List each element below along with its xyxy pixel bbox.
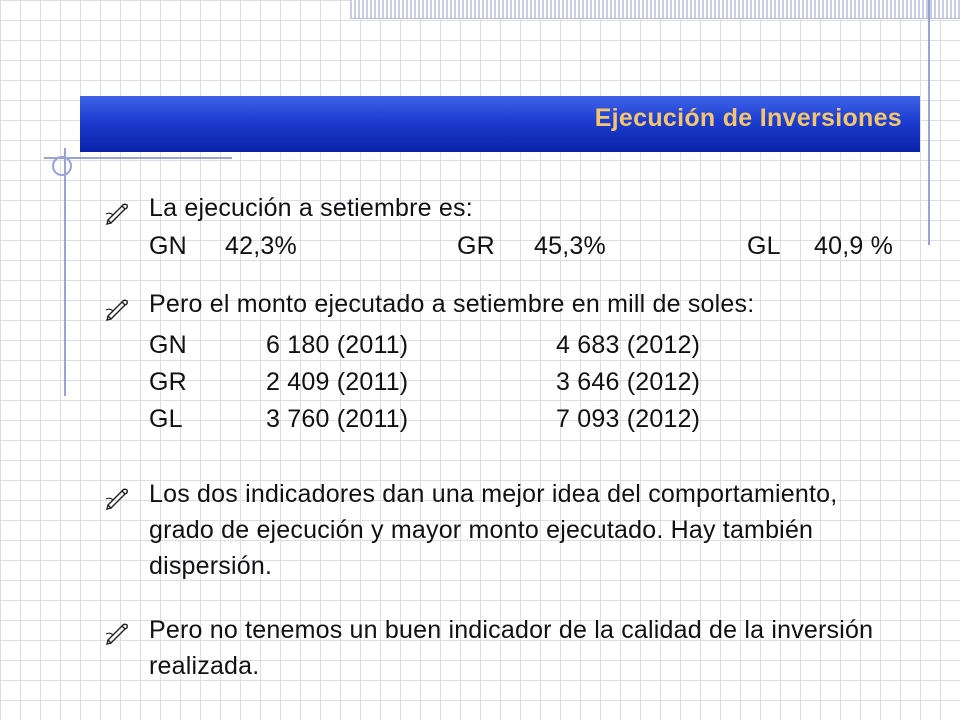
slide-title: Ejecución de Inversiones — [594, 104, 902, 132]
table-row-gr-2011: 2 409 (2011) — [266, 368, 409, 396]
table-row-gn-2012: 4 683 (2012) — [556, 331, 701, 359]
writing-hand-icon — [105, 203, 128, 225]
gr-value: 45,3% — [534, 232, 606, 260]
writing-hand-icon — [105, 299, 128, 321]
table-row-gl-2012: 7 093 (2012) — [556, 405, 701, 433]
gn-label: GN — [149, 232, 187, 260]
title-bar: Ejecución de Inversiones — [80, 96, 920, 152]
gr-label: GR — [457, 232, 495, 260]
left-decorative-crossline — [44, 157, 232, 159]
gn-value: 42,3% — [225, 232, 297, 260]
top-decorative-strip — [350, 0, 960, 19]
gl-value: 40,9 % — [814, 232, 894, 260]
writing-hand-icon — [105, 488, 128, 510]
bullet-2-text: Pero el monto ejecutado a setiembre en m… — [149, 290, 755, 318]
bullet-4-text: Pero no tenemos un buen indicador de la … — [149, 616, 874, 680]
table-row-gr-label: GR — [149, 368, 187, 396]
decorative-ring — [52, 156, 72, 176]
table-row-gl-2011: 3 760 (2011) — [266, 405, 409, 433]
table-row-gn-2011: 6 180 (2011) — [266, 331, 409, 359]
table-row-gr-2012: 3 646 (2012) — [556, 368, 701, 396]
bullet-1-text: La ejecución a setiembre es: — [149, 194, 473, 222]
right-decorative-line — [928, 0, 930, 245]
writing-hand-icon — [105, 623, 128, 645]
table-row-gn-label: GN — [149, 331, 187, 359]
table-row-gl-label: GL — [149, 405, 183, 433]
bullet-3-text: Los dos indicadores dan una mejor idea d… — [149, 480, 838, 580]
left-decorative-line — [64, 148, 66, 396]
gl-label: GL — [747, 232, 781, 260]
